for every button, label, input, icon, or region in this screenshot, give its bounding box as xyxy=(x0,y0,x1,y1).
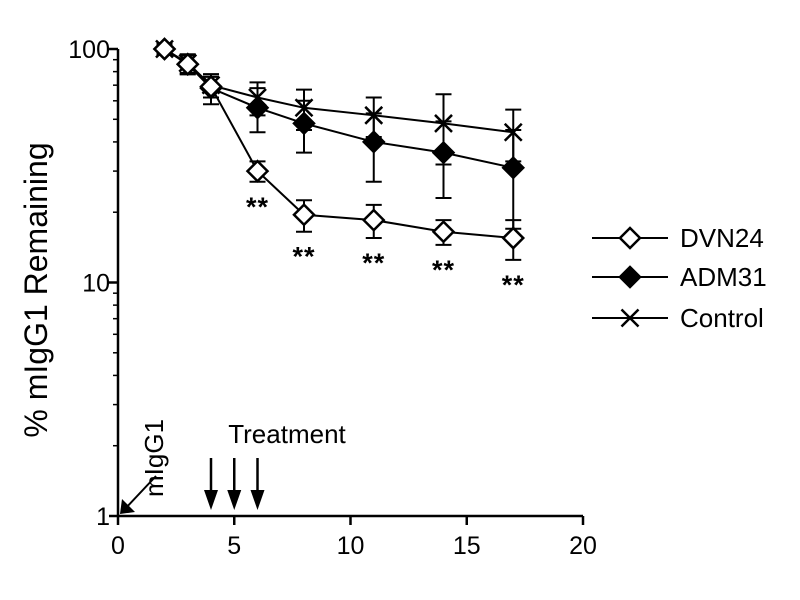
x-tick-label: 5 xyxy=(227,532,241,560)
data-point-adm31 xyxy=(501,155,526,180)
data-markers xyxy=(152,37,526,250)
migg1-arrow-head xyxy=(120,499,135,514)
legend-label-control: Control xyxy=(680,303,764,333)
data-point-control xyxy=(294,98,314,118)
x-tick-label: 20 xyxy=(569,532,597,560)
data-point-dvn24 xyxy=(501,226,526,250)
data-point-control xyxy=(503,122,523,142)
migg1-annotation-label: mIgG1 xyxy=(139,419,169,497)
treatment-arrow-head xyxy=(250,490,265,510)
treatment-annotation-label: Treatment xyxy=(228,419,346,449)
data-point-dvn24 xyxy=(431,219,456,244)
data-point-control xyxy=(434,114,453,133)
significance-label: ** xyxy=(362,248,385,278)
data-point-adm31 xyxy=(361,130,386,154)
y-tick-label: 1 xyxy=(96,503,110,531)
treatment-arrows xyxy=(204,458,265,510)
legend-marker-adm31 xyxy=(618,265,642,289)
data-point-dvn24 xyxy=(175,52,200,77)
legend-marker-control xyxy=(620,308,640,328)
data-point-dvn24 xyxy=(245,159,270,183)
treatment-arrow-head xyxy=(204,490,218,510)
legend: DVN24 ADM31 Control xyxy=(592,223,767,333)
series-line-adm31 xyxy=(163,48,514,169)
data-point-adm31 xyxy=(431,140,456,165)
x-tick-label: 15 xyxy=(453,532,481,560)
legend-label-dvn24: DVN24 xyxy=(680,223,764,253)
x-tick-label: 0 xyxy=(111,532,125,560)
annotations: mIgG1 Treatment xyxy=(120,419,347,514)
significance-label: ** xyxy=(292,242,315,272)
data-point-dvn24 xyxy=(199,74,223,99)
data-point-dvn24 xyxy=(361,208,386,232)
significance-label: ** xyxy=(502,270,525,300)
significance-label: ** xyxy=(432,255,455,285)
axis-ticks xyxy=(109,47,585,525)
data-point-dvn24 xyxy=(292,203,316,227)
legend-marker-dvn24 xyxy=(618,226,642,250)
x-tick-label: 10 xyxy=(337,532,365,560)
migg1-arrow-icon xyxy=(120,475,157,514)
data-point-dvn24 xyxy=(152,37,177,61)
y-axis-title: % mIgG1 Remaining xyxy=(18,142,54,437)
significance-label: ** xyxy=(246,192,269,222)
data-point-adm31 xyxy=(292,111,316,136)
error-bar-control xyxy=(505,108,522,163)
migg1-arrow-shaft xyxy=(123,475,157,511)
y-tick-label: 100 xyxy=(68,36,110,64)
data-point-control xyxy=(364,105,384,125)
axis-tick-labels: 0 5 10 15 20 1 10 100 xyxy=(68,36,597,560)
axes: 0 5 10 15 20 1 10 100 xyxy=(68,36,597,560)
y-tick-label: 10 xyxy=(82,270,110,298)
treatment-arrow-head xyxy=(227,490,242,510)
legend-label-adm31: ADM31 xyxy=(680,262,767,292)
data-point-adm31 xyxy=(245,96,270,120)
significance-markers: ** ** ** ** ** xyxy=(246,192,525,300)
